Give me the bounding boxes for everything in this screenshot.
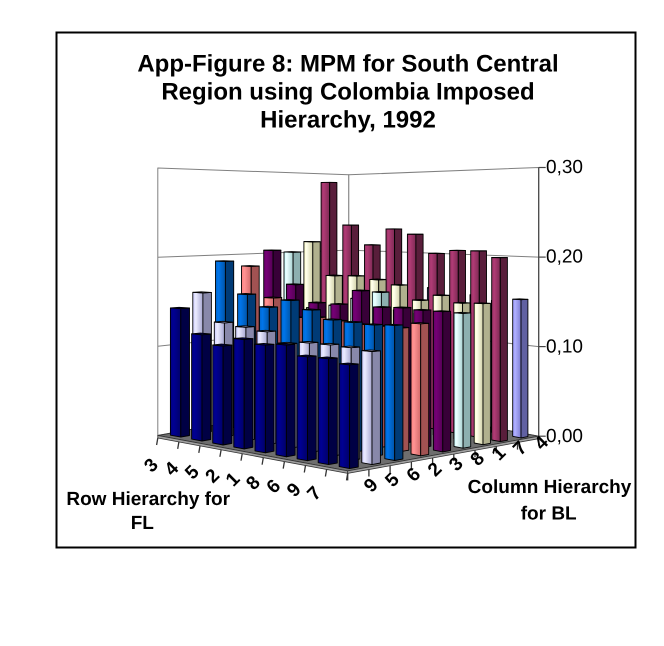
- svg-text:0,10: 0,10: [546, 336, 583, 357]
- svg-text:Hierarchy, 1992: Hierarchy, 1992: [260, 107, 436, 134]
- svg-text:App-Figure 8: MPM for South Ce: App-Figure 8: MPM for South Central: [137, 51, 558, 78]
- svg-text:Row Hierarchy for: Row Hierarchy for: [66, 489, 230, 510]
- svg-text:0,20: 0,20: [546, 247, 583, 268]
- svg-text:0,00: 0,00: [546, 426, 583, 447]
- svg-text:Column Hierarchy: Column Hierarchy: [468, 477, 632, 498]
- svg-text:for BL: for BL: [521, 504, 577, 525]
- svg-text:Region using Colombia Imposed: Region using Colombia Imposed: [161, 79, 534, 106]
- svg-text:FL: FL: [131, 513, 155, 534]
- svg-text:0,30: 0,30: [546, 157, 583, 178]
